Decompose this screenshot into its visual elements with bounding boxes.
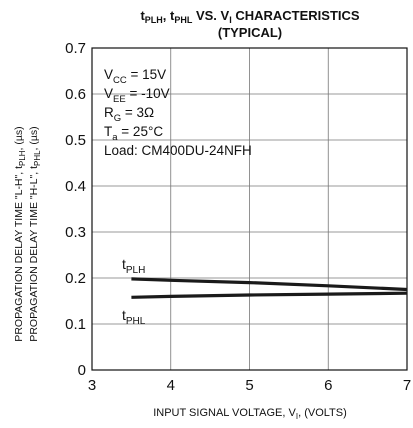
- x-tick-label-7: 7: [403, 377, 411, 394]
- x-tick-label-5: 5: [245, 377, 253, 394]
- x-axis-label: INPUT SIGNAL VOLTAGE, VI, (VOLTS): [153, 407, 347, 421]
- condition-line-1: VEE = -10V: [104, 86, 170, 105]
- y-tick-label-0.5: 0.5: [65, 132, 86, 149]
- y-tick-label-0.7: 0.7: [65, 40, 86, 57]
- tick-labels: 3 4 5 6 7 0 0.1 0.2 0.3 0.4 0.5 0.6 0.7: [65, 40, 411, 394]
- series-label-tplh: tPLH: [122, 256, 145, 276]
- x-tick-label-4: 4: [167, 377, 175, 394]
- condition-line-4: Load: CM400DU-24NFH: [104, 143, 252, 158]
- condition-line-2: RG = 3Ω: [104, 105, 154, 124]
- series-line-tPHL: [131, 291, 408, 299]
- series-group: [131, 277, 408, 299]
- x-tick-label-6: 6: [324, 377, 332, 394]
- condition-line-0: VCC = 15V: [104, 67, 166, 86]
- y-tick-label-0.1: 0.1: [65, 316, 86, 333]
- condition-line-3: Ta = 25°C: [104, 124, 163, 143]
- y-tick-label-0.3: 0.3: [65, 224, 86, 241]
- series-line-tPLH: [131, 277, 408, 292]
- y-axis-label-line1: PROPAGATION DELAY TIME "L-H", tPLH, (µs): [13, 126, 27, 341]
- chart-title-line2: (TYPICAL): [218, 25, 282, 40]
- series-label-tphl: tPHL: [122, 307, 146, 327]
- y-axis-label-line2: PROPAGATION DELAY TIME "H-L", tPHL, (µs): [28, 126, 42, 341]
- x-tick-label-3: 3: [88, 377, 96, 394]
- y-tick-label-0.6: 0.6: [65, 86, 86, 103]
- chart-title-line1: tPLH, tPHL VS. VI CHARACTERISTICS: [140, 8, 359, 25]
- plot-frame: [91, 47, 408, 371]
- y-tick-label-0: 0: [78, 362, 86, 379]
- y-tick-label-0.2: 0.2: [65, 270, 86, 287]
- y-tick-label-0.4: 0.4: [65, 178, 86, 195]
